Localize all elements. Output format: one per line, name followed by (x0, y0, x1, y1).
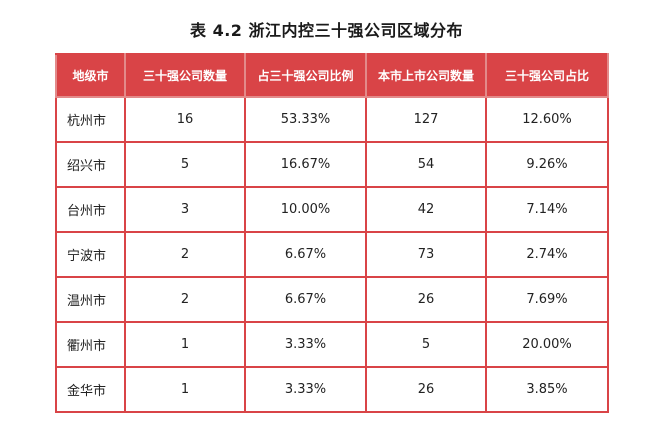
city-distribution-table: 地级市 三十强公司数量 占三十强公司比例 本市上市公司数量 三十强公司占比 杭州… (55, 53, 609, 413)
cell-top30-count: 1 (124, 321, 246, 368)
cell-listed-count: 26 (365, 276, 487, 323)
table-title: 表 4.2 浙江内控三十强公司区域分布 (190, 21, 463, 40)
cell-listed-count: 42 (365, 186, 487, 233)
table-row: 绍兴市 5 16.67% 54 9.26% (55, 141, 609, 188)
table-row: 温州市 2 6.67% 26 7.69% (55, 276, 609, 323)
cell-top30-count: 5 (124, 141, 246, 188)
table-row: 衢州市 1 3.33% 5 20.00% (55, 321, 609, 368)
cell-listed-count: 5 (365, 321, 487, 368)
cell-top30-ratio: 7.14% (485, 186, 609, 233)
cell-city: 宁波市 (55, 231, 126, 278)
cell-top30-ratio: 2.74% (485, 231, 609, 278)
cell-top30-share: 6.67% (244, 276, 367, 323)
cell-listed-count: 127 (365, 96, 487, 143)
cell-listed-count: 26 (365, 366, 487, 413)
cell-top30-share: 3.33% (244, 321, 367, 368)
table-row: 宁波市 2 6.67% 73 2.74% (55, 231, 609, 278)
header-top30-ratio: 三十强公司占比 (485, 53, 609, 98)
table-row: 台州市 3 10.00% 42 7.14% (55, 186, 609, 233)
cell-top30-ratio: 7.69% (485, 276, 609, 323)
header-top30-count: 三十强公司数量 (124, 53, 246, 98)
cell-top30-count: 3 (124, 186, 246, 233)
cell-top30-share: 3.33% (244, 366, 367, 413)
cell-top30-share: 16.67% (244, 141, 367, 188)
header-city: 地级市 (55, 53, 126, 98)
cell-city: 绍兴市 (55, 141, 126, 188)
cell-top30-count: 1 (124, 366, 246, 413)
cell-city: 衢州市 (55, 321, 126, 368)
cell-top30-count: 16 (124, 96, 246, 143)
table-row: 杭州市 16 53.33% 127 12.60% (55, 96, 609, 143)
header-listed-count: 本市上市公司数量 (365, 53, 487, 98)
header-top30-share: 占三十强公司比例 (244, 53, 367, 98)
cell-city: 杭州市 (55, 96, 126, 143)
cell-listed-count: 54 (365, 141, 487, 188)
cell-top30-share: 53.33% (244, 96, 367, 143)
cell-city: 温州市 (55, 276, 126, 323)
cell-top30-share: 6.67% (244, 231, 367, 278)
cell-top30-ratio: 20.00% (485, 321, 609, 368)
cell-top30-ratio: 9.26% (485, 141, 609, 188)
cell-city: 台州市 (55, 186, 126, 233)
cell-city: 金华市 (55, 366, 126, 413)
cell-top30-ratio: 3.85% (485, 366, 609, 413)
cell-top30-count: 2 (124, 231, 246, 278)
cell-top30-count: 2 (124, 276, 246, 323)
cell-top30-share: 10.00% (244, 186, 367, 233)
cell-listed-count: 73 (365, 231, 487, 278)
table-header-row: 地级市 三十强公司数量 占三十强公司比例 本市上市公司数量 三十强公司占比 (55, 53, 609, 98)
cell-top30-ratio: 12.60% (485, 96, 609, 143)
table-row: 金华市 1 3.33% 26 3.85% (55, 366, 609, 413)
